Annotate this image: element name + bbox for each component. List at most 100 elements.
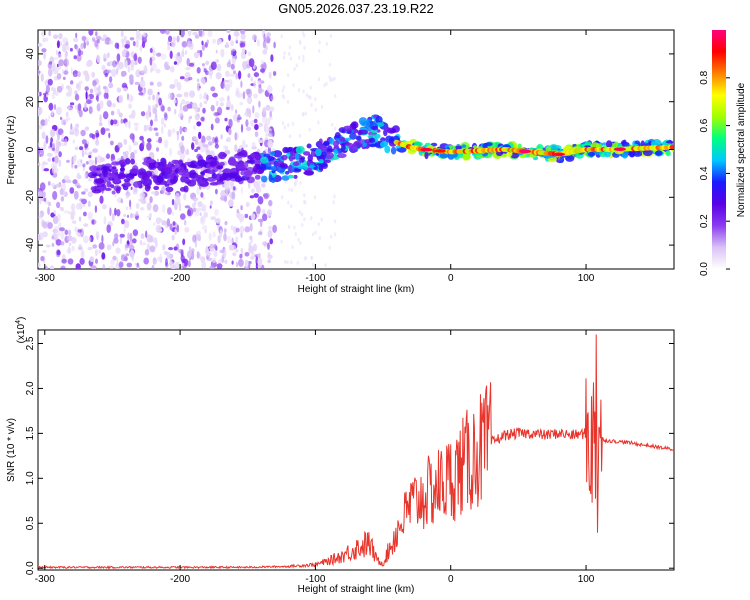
spectrogram-cell xyxy=(61,69,64,75)
spectrogram-cell xyxy=(254,112,260,119)
spectrogram-cell xyxy=(98,122,103,126)
spectrogram-cell xyxy=(201,225,208,231)
spectrogram-cell xyxy=(135,69,141,78)
spectrogram-cell xyxy=(46,94,49,98)
spectrogram-cell xyxy=(188,62,195,67)
spectrogram-cell xyxy=(167,45,171,51)
spectrogram-cell xyxy=(83,235,89,244)
spectrogram-cell xyxy=(215,59,220,63)
spectrogram-cell xyxy=(253,243,257,252)
spectrogram-cell xyxy=(51,242,55,247)
spectrogram-cell xyxy=(165,257,168,267)
spectrogram-cell xyxy=(43,141,47,149)
spectrogram-cell xyxy=(130,151,135,161)
spectrogram-cell xyxy=(60,241,65,246)
spectrogram-cell xyxy=(219,229,223,238)
spectrogram-cell xyxy=(240,30,246,35)
spectrogram-cell xyxy=(258,83,262,89)
spectrogram-cell xyxy=(167,40,170,47)
spectrogram-cell xyxy=(119,237,123,244)
snr-x-tick-label: 100 xyxy=(578,574,595,585)
spectrogram-cell xyxy=(229,167,239,174)
spectrogram-cell xyxy=(161,105,165,112)
spectrogram-cell xyxy=(238,213,245,222)
spectrogram-cell xyxy=(263,33,266,42)
spectrogram-cell xyxy=(294,152,300,161)
spectrogram-cell xyxy=(179,152,186,161)
spectrogram-cell xyxy=(270,54,274,62)
spectrogram-cell xyxy=(110,167,118,173)
spectrogram-cell xyxy=(265,133,270,137)
spectrogram-cell xyxy=(130,186,133,190)
spectrogram-cell xyxy=(101,234,104,244)
spectrogram-cells xyxy=(38,30,674,269)
spectrogram-cell xyxy=(125,121,128,128)
spectrogram-cell xyxy=(197,201,203,208)
spectrogram-cell xyxy=(174,228,177,235)
spectrogram-cell xyxy=(94,40,99,48)
spectrogram-cell xyxy=(95,139,100,146)
spectrogram-cell xyxy=(87,191,93,198)
spectrogram-cell xyxy=(104,128,110,132)
spectrogram-y-tick-label: 20 xyxy=(25,96,36,108)
spectrogram-cell xyxy=(155,68,161,74)
spectrogram-cell xyxy=(102,263,106,269)
spectrogram-cell xyxy=(191,142,195,151)
spectrogram-cell xyxy=(211,257,217,264)
spectrogram-cell xyxy=(72,220,77,224)
spectrogram-cell xyxy=(613,142,618,147)
spectrogram-cell xyxy=(206,94,209,101)
spectrogram-cell xyxy=(262,213,268,222)
spectrogram-cell xyxy=(281,154,288,161)
spectrogram-cell xyxy=(210,216,217,221)
spectrogram-cell xyxy=(199,49,203,58)
spectrogram-cell xyxy=(173,99,177,104)
spectrogram-cell xyxy=(248,242,252,249)
spectrogram-cell xyxy=(128,120,131,129)
spectrogram-cell xyxy=(244,169,253,178)
spectrogram-cell xyxy=(89,165,99,173)
spectrogram-cell xyxy=(357,129,363,136)
spectrogram-cell xyxy=(62,43,67,53)
spectrogram-cell xyxy=(120,118,124,124)
spectrogram-cell xyxy=(318,138,323,145)
spectrogram-cell xyxy=(153,222,156,226)
spectrogram-cell xyxy=(185,66,191,71)
spectrogram-cell xyxy=(632,143,637,147)
spectrogram-cell xyxy=(156,52,162,57)
snr-panel: -300 -200 -100 0 100 0.0 0.5 1.0 1.5 2.0 2.5 Heig… xyxy=(6,317,675,595)
spectrogram-cell xyxy=(548,144,559,152)
spectrogram-cell xyxy=(58,151,62,158)
colorbar-tick-label: 0.4 xyxy=(699,166,710,180)
spectrogram-cell xyxy=(90,265,97,269)
spectrogram-cell xyxy=(313,195,317,200)
spectrogram-cell xyxy=(96,55,101,63)
spectrogram-cell xyxy=(269,106,275,112)
spectrogram-cell xyxy=(199,212,202,217)
spectrogram-cell xyxy=(186,209,192,217)
spectrogram-cell xyxy=(169,147,173,157)
spectrogram-cell xyxy=(376,129,381,133)
spectrogram-cell xyxy=(253,181,259,189)
spectrogram-cell xyxy=(267,139,274,149)
spectrogram-cell xyxy=(323,83,326,88)
spectrogram-cell xyxy=(112,119,118,125)
spectrogram-cell xyxy=(184,161,192,166)
spectrogram-cell xyxy=(386,127,391,131)
spectrogram-cell xyxy=(51,183,55,188)
spectrogram-cell xyxy=(332,200,335,205)
spectrogram-cell xyxy=(73,73,78,78)
spectrogram-cell xyxy=(64,118,68,123)
spectrogram-cell xyxy=(84,102,87,111)
spectrogram-cell xyxy=(119,233,125,238)
spectrogram-cell xyxy=(322,159,332,164)
spectrogram-cell xyxy=(247,73,251,78)
spectrogram-cell xyxy=(231,191,236,200)
spectrogram-cell xyxy=(640,140,645,148)
spectrogram-cell xyxy=(189,160,198,169)
spectrogram-cell xyxy=(282,146,290,154)
spectrogram-cell xyxy=(173,36,176,42)
spectrogram-cell xyxy=(315,148,322,157)
spectrogram-cell xyxy=(48,30,51,36)
spectrogram-cell xyxy=(139,79,146,88)
